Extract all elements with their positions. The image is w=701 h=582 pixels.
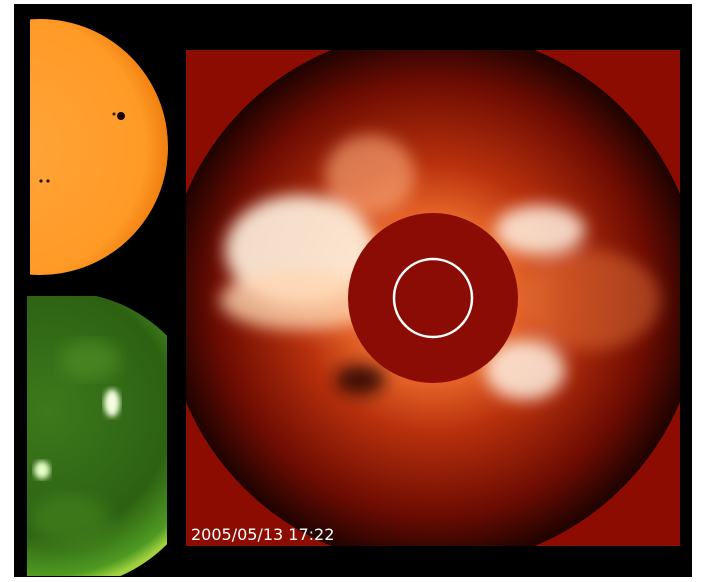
occulting-disk — [348, 213, 518, 383]
timestamp: 2005/05/13 17:22 — [191, 525, 334, 544]
visible-light-sun — [30, 19, 168, 275]
coronagraph — [186, 50, 680, 546]
euv-sun — [27, 296, 167, 576]
sun-outline — [392, 257, 474, 339]
